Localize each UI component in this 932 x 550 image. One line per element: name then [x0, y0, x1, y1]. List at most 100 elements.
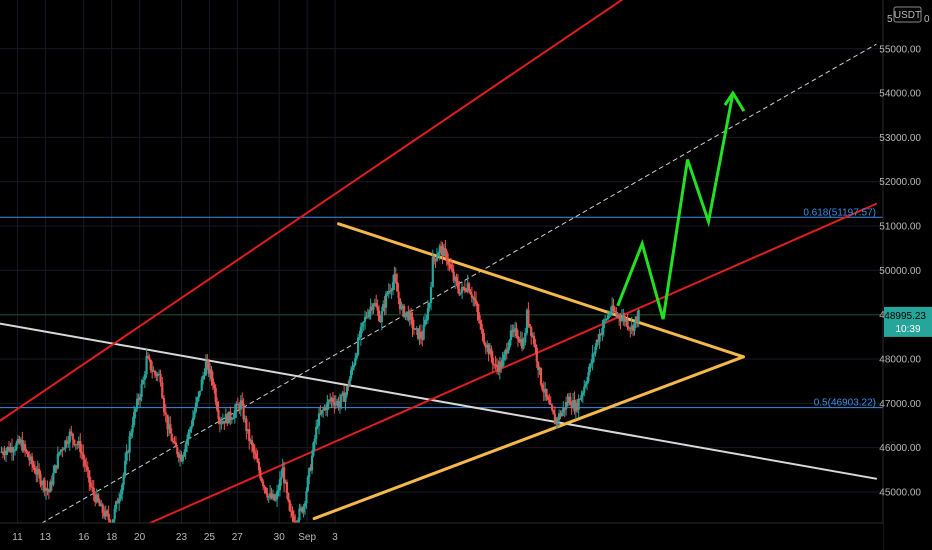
candle-body	[241, 400, 243, 404]
candle-body	[305, 491, 307, 503]
candle-body	[455, 277, 457, 281]
candle-body	[481, 324, 483, 329]
trendlines[interactable]	[0, 0, 876, 523]
candle-body	[231, 419, 233, 420]
candle-body	[565, 402, 567, 410]
candle-body	[79, 441, 81, 452]
candle-body	[258, 462, 260, 470]
candle-body	[126, 451, 128, 461]
price-tick-label: 53000.00	[879, 133, 921, 144]
red-channel-upper[interactable]	[0, 0, 628, 425]
candle-body	[12, 451, 14, 452]
candle-body	[346, 386, 348, 395]
candle-body	[471, 294, 473, 298]
chart-grid	[0, 0, 883, 523]
candle-body	[358, 337, 360, 338]
candle-body	[361, 323, 363, 327]
candle-body	[513, 329, 515, 332]
candle-body	[628, 327, 630, 328]
candle-body	[312, 443, 314, 456]
yellow-triangle-lower[interactable]	[314, 357, 743, 519]
time-tick-label: 20	[134, 532, 146, 543]
candle-body	[280, 477, 282, 479]
candle-body	[378, 311, 380, 321]
candle-body	[354, 358, 356, 364]
candle-body	[276, 491, 278, 499]
candle-body	[289, 500, 291, 510]
candle-body	[464, 288, 466, 291]
candle-body	[517, 336, 519, 340]
time-axis-background	[0, 523, 883, 550]
candle-body	[349, 379, 351, 387]
candle-body	[120, 494, 122, 499]
candle-body	[118, 499, 120, 504]
candle-body	[447, 261, 449, 264]
time-tick-label: 16	[78, 532, 90, 543]
candle-body	[439, 246, 441, 253]
candle-body	[396, 282, 398, 292]
candle-body	[335, 403, 337, 406]
candle-body	[205, 361, 207, 375]
price-tick-label: 54000.00	[879, 89, 921, 100]
white-trendline[interactable]	[0, 324, 876, 479]
candle-body	[428, 303, 430, 308]
candle-body	[175, 442, 177, 447]
candle-body	[219, 419, 221, 424]
candle-body	[90, 483, 92, 487]
last-price-badge: 48995.2310:39	[884, 307, 932, 337]
red-channel-lower[interactable]	[150, 204, 876, 523]
candle-body	[326, 402, 328, 410]
candle-body	[307, 477, 309, 491]
candle-body	[216, 402, 218, 410]
candle-body	[123, 474, 125, 485]
candle-body	[377, 307, 379, 311]
candle-body	[594, 347, 596, 354]
candle-body	[248, 429, 250, 441]
candle-body	[139, 397, 141, 400]
candle-body	[298, 509, 300, 521]
candle-body	[193, 412, 195, 418]
candle-body	[81, 452, 83, 453]
candle-body	[254, 451, 256, 453]
candle-body	[163, 398, 165, 413]
projection-arrowhead[interactable]	[725, 93, 744, 111]
candle-body	[85, 466, 87, 467]
candle-body	[84, 460, 86, 466]
candle-body	[410, 313, 412, 317]
candle-body	[202, 376, 204, 380]
candle-body	[593, 353, 595, 354]
candle-body	[318, 413, 320, 425]
time-tick-label: 18	[106, 532, 118, 543]
candle-body	[73, 440, 75, 445]
candle-body	[220, 423, 222, 424]
bar-countdown: 10:39	[895, 324, 920, 335]
currency-unit-badge[interactable]: USDT	[894, 7, 921, 22]
candle-body	[615, 312, 617, 315]
candle-body	[159, 374, 161, 383]
candle-body	[256, 459, 258, 462]
yellow-triangle-upper[interactable]	[339, 224, 744, 357]
candle-body	[423, 325, 425, 340]
candle-body	[185, 444, 187, 452]
candle-body	[187, 432, 189, 439]
candle-body	[585, 384, 587, 386]
candle-body	[638, 310, 640, 322]
projection-path[interactable]	[618, 93, 733, 319]
candle-body	[304, 503, 306, 506]
candle-body	[586, 381, 588, 384]
candle-body	[130, 433, 132, 437]
candle-body	[144, 374, 146, 380]
candle-body	[198, 392, 200, 398]
candle-body	[582, 393, 584, 395]
candle-body	[34, 468, 36, 473]
green-projection-path[interactable]	[618, 93, 744, 319]
candle-body	[524, 333, 526, 343]
candle-body	[529, 324, 531, 327]
price-tick-label: 48000.00	[879, 355, 921, 366]
price-tick-label: 51000.00	[879, 222, 921, 233]
candle-body	[189, 429, 191, 432]
candle-body	[478, 312, 480, 320]
candle-body	[364, 317, 366, 321]
candle-body	[27, 452, 29, 457]
